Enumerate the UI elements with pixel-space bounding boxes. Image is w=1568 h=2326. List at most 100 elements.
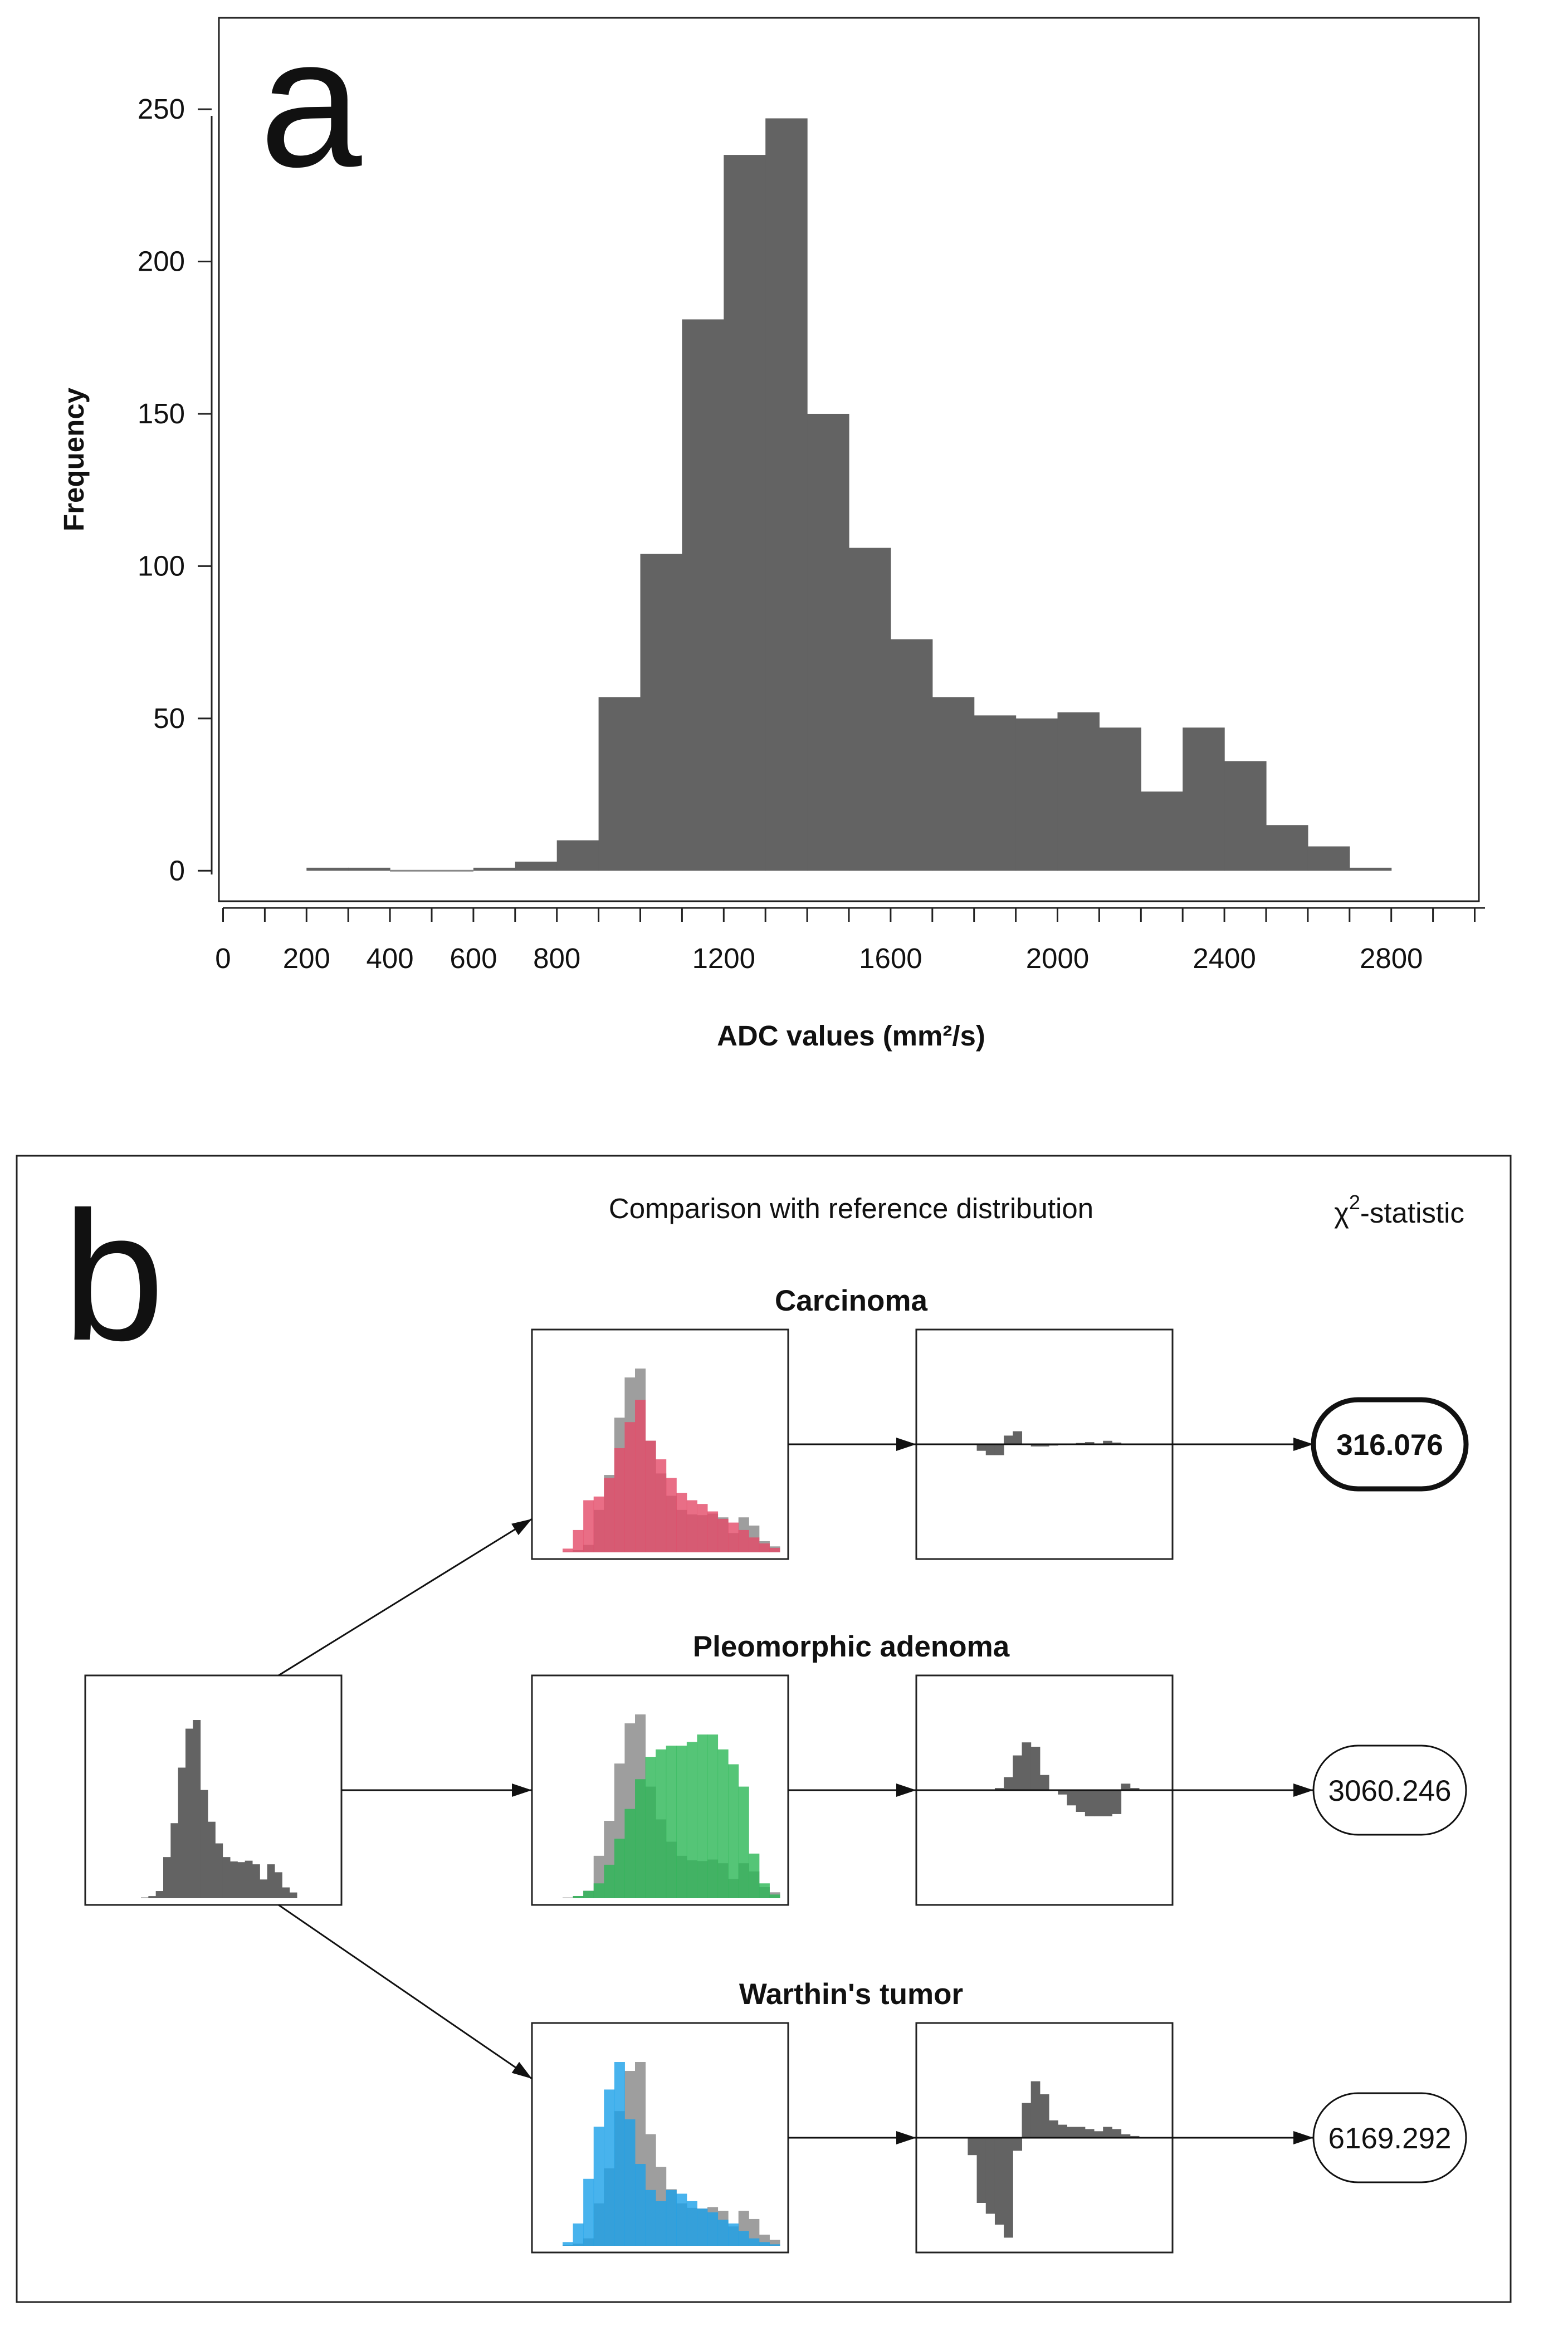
input-histogram-bar (148, 1896, 157, 1898)
difference-bar (1103, 1440, 1112, 1444)
difference-bar (1076, 1790, 1086, 1812)
difference-bar (1022, 2103, 1032, 2138)
reference-histogram-bar (738, 2231, 749, 2246)
histogram-bar (640, 554, 682, 871)
reference-histogram-bar (583, 1500, 594, 1552)
reference-histogram-bar (749, 1853, 760, 1898)
reference-histogram-bar (738, 1786, 749, 1898)
chi-square-value: 6169.292 (1328, 2122, 1451, 2155)
panel-a-x-axis-title: ADC values (mm²/s) (717, 1020, 985, 1052)
reference-histogram-bar (563, 2242, 574, 2246)
flow-arrow (278, 1904, 533, 2080)
difference-bar (1067, 2127, 1077, 2138)
x-tick-label: 800 (533, 942, 580, 974)
reference-histogram-bar (593, 2127, 604, 2246)
histogram-bar (1266, 825, 1308, 871)
reference-histogram-bar (707, 2212, 719, 2246)
x-tick-label: 2800 (1360, 942, 1423, 974)
difference-bar (994, 2138, 1004, 2225)
reference-histogram-bar (686, 2201, 697, 2246)
difference-bar (1121, 2134, 1131, 2138)
histogram-bar (974, 715, 1017, 871)
histogram-bar (1183, 727, 1225, 871)
y-tick-label: 250 (138, 93, 185, 125)
histogram-bar (348, 867, 390, 871)
histogram-bar (682, 319, 724, 871)
x-tick-label: 600 (450, 942, 497, 974)
histogram-bar (849, 548, 891, 871)
panel-a-plot-frame (218, 17, 1480, 902)
input-histogram-bar (178, 1767, 186, 1898)
input-histogram-bar (252, 1864, 260, 1898)
x-tick-label: 400 (367, 942, 414, 974)
reference-histogram-bar (583, 1890, 594, 1898)
sample-histogram-bar (769, 2240, 780, 2246)
histogram-bar (1349, 867, 1392, 871)
panel-b-letter: b (62, 1173, 165, 1379)
histogram-bar (515, 861, 558, 871)
reference-histogram-bar (676, 1493, 687, 1552)
y-tick-label: 200 (138, 246, 185, 277)
difference-bar (985, 2138, 995, 2214)
difference-bar (968, 2138, 978, 2156)
reference-histogram-bar (759, 2242, 770, 2246)
reference-histogram-bar (728, 2223, 739, 2246)
flow-arrows (278, 1438, 1313, 2144)
input-histogram-bar (275, 1872, 282, 1898)
input-histogram-bar (200, 1790, 208, 1898)
reference-histogram-bar (656, 1459, 667, 1552)
difference-bar (1030, 1747, 1041, 1790)
reference-histogram-bar (573, 1530, 584, 1552)
difference-bar (1039, 2094, 1049, 2138)
reference-histogram-bar (728, 1522, 739, 1552)
x-tick-label: 2400 (1193, 942, 1256, 974)
y-tick-label: 150 (138, 398, 185, 429)
reference-histogram-bar (769, 1547, 780, 1552)
reference-histogram-bar (583, 2178, 594, 2246)
group-title: Pleomorphic adenoma (693, 1630, 1010, 1663)
difference-bar (1112, 1442, 1122, 1444)
input-histogram-bar (267, 1864, 275, 1898)
panel-a-y-axis: 0 50 100 150 200 250 (138, 93, 213, 886)
reference-histogram-bar (614, 2062, 625, 2246)
difference-bar (1085, 2129, 1095, 2138)
difference-bar (1085, 1442, 1095, 1444)
difference-bar (1112, 2129, 1122, 2138)
reference-histogram-bar (645, 2190, 656, 2246)
histogram-bar (1141, 791, 1183, 871)
input-histogram-bar (193, 1720, 201, 1898)
reference-histogram-bar (707, 1734, 719, 1898)
reference-histogram-bar (697, 1734, 708, 1898)
input-histogram-bar (260, 1879, 268, 1898)
reference-histogram-bar (604, 1478, 615, 1552)
reference-histogram-bar (749, 2238, 760, 2246)
input-histogram-bar (208, 1821, 216, 1898)
panel-b-outer-frame (16, 1155, 1512, 2303)
reference-histogram-bar (676, 2193, 687, 2246)
x-tick-label: 1600 (859, 942, 922, 974)
reference-histogram-bar (656, 1749, 667, 1898)
difference-bar (1130, 1788, 1140, 1790)
reference-histogram-bar (614, 1448, 625, 1552)
group-row: Pleomorphic adenoma 3060.246 (531, 1630, 1467, 1906)
reference-histogram-bar (624, 1809, 636, 1898)
reference-histogram-bar (635, 2164, 646, 2246)
x-tick-label: 2000 (1026, 942, 1089, 974)
input-histogram-bar (245, 1860, 253, 1898)
difference-bar (1058, 1790, 1067, 1795)
difference-bar (1039, 1775, 1049, 1790)
difference-bar (1121, 1783, 1131, 1790)
reference-histogram-bar (645, 1757, 656, 1898)
reference-histogram-bar (666, 1746, 677, 1898)
difference-bar (1022, 1742, 1032, 1790)
difference-bar (1039, 1444, 1049, 1447)
panel-a-bars (306, 118, 1392, 872)
reference-histogram-bar (697, 2208, 708, 2246)
difference-bar (985, 1444, 995, 1455)
histogram-bar (306, 867, 349, 871)
reference-histogram-bar (769, 1894, 780, 1898)
difference-bar (1013, 2138, 1023, 2151)
histogram-bar (724, 155, 766, 871)
y-tick-label: 0 (169, 854, 185, 886)
